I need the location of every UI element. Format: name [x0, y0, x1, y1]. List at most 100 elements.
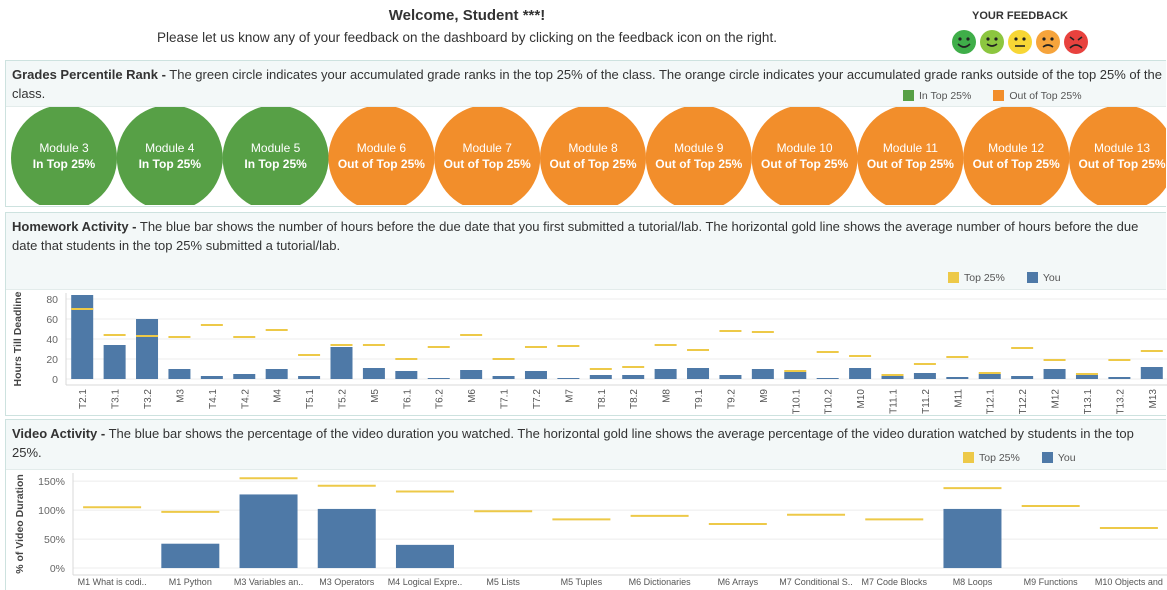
- x-tick-label: T11.2: [921, 389, 932, 414]
- bar: [492, 376, 515, 379]
- bar: [719, 375, 742, 379]
- module-circle: [857, 107, 964, 205]
- x-tick-label: T6.2: [435, 389, 446, 409]
- module-name: Module 13: [1094, 141, 1150, 155]
- grades-panel: Grades Percentile Rank - The green circl…: [5, 60, 1166, 207]
- x-tick-label: M9: [759, 389, 770, 403]
- x-tick-label: M4 Logical Expre..: [388, 577, 463, 587]
- bar: [1075, 375, 1098, 379]
- grades-header: Grades Percentile Rank - The green circl…: [6, 61, 1166, 107]
- face-unhappy[interactable]: [1036, 30, 1060, 54]
- bar: [103, 345, 126, 379]
- y-tick-label: 60: [46, 314, 58, 326]
- module-name: Module 7: [463, 141, 513, 155]
- bar: [978, 374, 1001, 379]
- x-tick-label: T10.2: [824, 389, 835, 414]
- homework-description: The blue bar shows the number of hours b…: [12, 219, 1139, 253]
- homework-header: Homework Activity - The blue bar shows t…: [6, 213, 1166, 290]
- video-legend: Top 25% You: [963, 452, 1076, 464]
- bar: [362, 368, 385, 379]
- bar: [1140, 367, 1163, 379]
- x-tick-label: M5 Tuples: [561, 577, 603, 587]
- x-tick-label: M12: [1051, 389, 1062, 409]
- bar: [687, 368, 710, 379]
- y-tick-label: 20: [46, 354, 58, 366]
- y-axis-title: Hours Till Deadline: [12, 291, 24, 386]
- legend-swatch: [993, 90, 1005, 101]
- x-tick-label: M10: [856, 389, 867, 409]
- bar: [1108, 377, 1131, 379]
- legend-label: Out of Top 25%: [1009, 90, 1082, 102]
- homework-panel: Homework Activity - The blue bar shows t…: [5, 212, 1167, 416]
- x-tick-label: T9.1: [694, 389, 705, 409]
- legend-item: Top 25%: [963, 452, 1020, 464]
- legend-swatch: [963, 452, 974, 463]
- face-neutral[interactable]: [1008, 30, 1032, 54]
- bar: [943, 508, 1002, 569]
- homework-title: Homework Activity -: [12, 219, 137, 234]
- bar: [317, 508, 376, 569]
- legend-label: Top 25%: [964, 272, 1005, 284]
- x-tick-label: T8.2: [629, 389, 640, 409]
- x-tick-label: M3: [175, 389, 186, 403]
- y-tick-label: 0: [52, 374, 58, 386]
- x-tick-label: M5: [370, 389, 381, 403]
- x-tick-label: T13.1: [1083, 389, 1094, 414]
- x-tick-label: M1 What is codi..: [78, 577, 147, 587]
- face-happy[interactable]: [980, 30, 1004, 54]
- bar: [395, 544, 454, 569]
- face-very-unhappy[interactable]: [1064, 30, 1088, 54]
- grades-text: Grades Percentile Rank - The green circl…: [12, 65, 1162, 103]
- x-tick-label: M5 Lists: [486, 577, 520, 587]
- bar: [622, 375, 645, 379]
- x-tick-label: M10 Objects and: [1095, 577, 1163, 587]
- module-status: Out of Top 25%: [1078, 157, 1165, 171]
- bar: [71, 295, 94, 379]
- bar: [849, 368, 872, 379]
- legend-item: You: [1026, 272, 1061, 284]
- bar: [1011, 376, 1034, 379]
- homework-legend: Top 25% You: [948, 272, 1061, 284]
- legend-item: You: [1041, 452, 1076, 464]
- video-chart: 0% 50% 100% 150% % of Video Duration M1 What …: [14, 473, 1167, 587]
- module-name: Module 10: [777, 141, 833, 155]
- x-tick-label: M6 Dictionaries: [629, 577, 692, 587]
- grades-circles: Module 3 In Top 25% Module 4 In Top 25% Modu…: [11, 107, 1166, 205]
- module-status: Out of Top 25%: [761, 157, 848, 171]
- x-tick-label: T4.2: [240, 389, 251, 409]
- grades-title: Grades Percentile Rank -: [12, 67, 166, 82]
- legend-swatch: [948, 272, 959, 283]
- module-circle: [1069, 107, 1166, 205]
- feedback-label: YOUR FEEDBACK: [972, 10, 1068, 22]
- bar: [524, 371, 547, 379]
- video-description: The blue bar shows the percentage of the…: [12, 426, 1134, 460]
- grades-description: The green circle indicates your accumula…: [12, 67, 1162, 101]
- y-axis-title: % of Video Duration: [14, 474, 26, 574]
- x-tick-label: T6.1: [402, 389, 413, 409]
- video-header: Video Activity - The blue bar shows the …: [6, 420, 1166, 470]
- legend-swatch: [903, 90, 914, 101]
- module-circle: [116, 107, 223, 205]
- bar: [881, 376, 904, 379]
- module-circle: [222, 107, 329, 205]
- module-status: In Top 25%: [139, 157, 202, 171]
- welcome-subtitle: Please let us know any of your feedback …: [157, 30, 777, 45]
- feedback-icons[interactable]: [945, 28, 1095, 56]
- x-tick-label: M7 Conditional S..: [779, 577, 853, 587]
- x-tick-label: T11.1: [889, 389, 900, 414]
- welcome-title: Welcome, Student ***!: [388, 7, 546, 24]
- module-name: Module 5: [251, 141, 301, 155]
- bar: [460, 370, 483, 379]
- x-tick-label: M3 Variables an..: [234, 577, 303, 587]
- face-very-happy[interactable]: [952, 30, 976, 54]
- video-text: Video Activity - The blue bar shows the …: [12, 424, 1162, 462]
- x-tick-label: T2.1: [78, 389, 89, 409]
- module-circle: [434, 107, 541, 205]
- bar: [233, 374, 256, 379]
- bar: [1043, 369, 1066, 379]
- module-name: Module 6: [357, 141, 407, 155]
- y-tick-label: 150%: [38, 476, 65, 488]
- x-tick-label: T5.1: [305, 389, 316, 409]
- x-tick-label: T7.1: [500, 389, 511, 409]
- x-tick-label: M6: [467, 389, 478, 403]
